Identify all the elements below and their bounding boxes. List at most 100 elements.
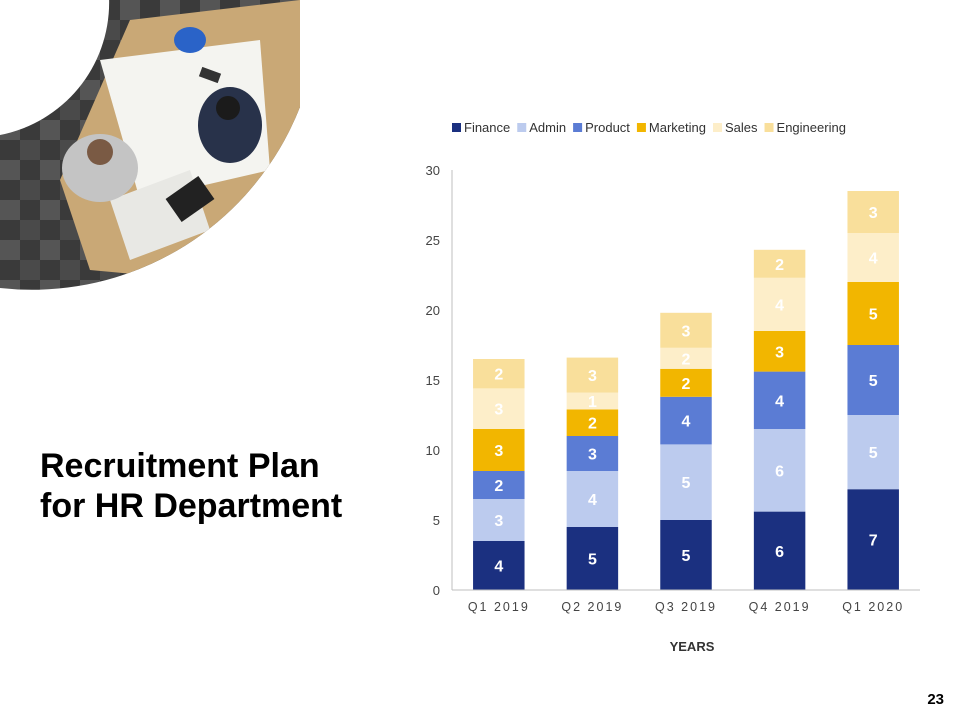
y-tick-label: 25 [426,233,440,248]
x-tick-label: Q1 2020 [842,600,904,614]
page-number: 23 [927,691,944,708]
bar-stack-q2-2019: 5 4 3 2 1 3 [566,357,619,590]
y-tick-label: 5 [433,513,440,528]
slide-title: Recruitment Plan for HR Department [40,446,342,526]
bar-stack-q1-2020: 7 5 5 5 4 3 [847,191,899,590]
bar-segment-sales [753,277,806,331]
legend-label: Admin [529,120,566,135]
slide-title-line-2: for HR Department [40,487,343,525]
x-tick-label: Q4 2019 [749,600,811,614]
data-label-finance: 5 [682,548,691,565]
data-label-finance: 5 [588,552,597,569]
bar-segment-engineering [753,249,806,278]
data-label-admin: 5 [869,445,878,462]
legend-item-sales: Sales [713,120,758,135]
y-axis: 0 5 10 15 20 25 30 [426,163,453,598]
bar-segment-sales [566,392,619,410]
legend-swatch [452,123,461,132]
bar-segment-marketing [566,409,619,436]
data-label-admin: 4 [588,492,597,509]
x-tick-label: Q3 2019 [655,600,717,614]
bar-segment-engineering [660,312,712,348]
bar-segment-marketing [660,368,712,397]
bar-segment-finance [847,489,899,590]
bar-segment-product [753,371,806,429]
slide-title-line-1: Recruitment Plan [40,447,320,485]
bar-stack-q3-2019: 5 5 4 2 2 3 [660,312,712,590]
bar-segment-finance [473,541,525,590]
data-label-finance: 6 [775,544,784,561]
data-label-engineering: 2 [494,367,503,384]
legend-item-engineering: Engineering [764,120,846,135]
data-label-sales: 4 [775,297,784,314]
bar-segment-admin [753,429,806,512]
bar-segment-product [847,345,899,415]
chart-legend: Finance Admin Product Marketing Sales Enginee… [452,120,846,135]
data-label-marketing: 2 [588,416,597,433]
data-label-product: 4 [682,414,691,431]
y-tick-label: 20 [426,303,440,318]
data-label-engineering: 2 [775,257,784,274]
legend-label: Engineering [777,120,846,135]
data-label-finance: 7 [869,533,878,550]
y-tick-label: 30 [426,163,440,178]
bar-segment-product [660,396,712,445]
y-tick-label: 0 [433,583,440,598]
bar-segment-finance [566,527,619,590]
data-label-admin: 3 [494,513,503,530]
bar-segment-finance [753,511,806,590]
data-label-admin: 6 [775,463,784,480]
data-label-marketing: 5 [869,307,878,324]
data-label-sales: 2 [682,351,691,368]
bar-segment-admin [566,471,619,527]
legend-label: Finance [464,120,510,135]
x-tick-label: Q1 2019 [468,600,530,614]
bar-segment-admin [660,444,712,520]
bar-segment-product [566,436,619,471]
legend-label: Product [585,120,630,135]
legend-item-product: Product [573,120,630,135]
y-tick-label: 10 [426,443,440,458]
bar-segment-sales [473,388,525,429]
legend-item-finance: Finance [452,120,510,135]
legend-label: Sales [725,120,758,135]
data-label-product: 3 [588,447,597,464]
bar-segment-marketing [753,331,806,372]
bar-segment-finance [660,520,712,590]
legend-swatch [764,123,774,132]
data-label-sales: 4 [869,251,878,268]
legend-item-admin: Admin [517,120,566,135]
data-label-sales: 3 [494,402,503,419]
bar-segment-product [473,471,525,499]
legend-swatch [713,123,722,132]
bar-segment-admin [473,499,525,541]
data-label-product: 5 [869,373,878,390]
bar-segment-admin [847,415,899,490]
data-label-sales: 1 [588,394,597,411]
bar-stack-q4-2019: 6 6 4 3 4 2 [753,249,806,590]
data-label-engineering: 3 [869,205,878,222]
legend-item-marketing: Marketing [636,120,706,135]
legend-swatch [517,123,527,132]
legend-swatch [573,123,583,132]
bars: 4 3 2 3 3 2 5 4 3 2 1 3 5 5 4 2 2 3 6 6 4 3 4 2 7 5 5 5 4 3 [473,191,899,590]
data-label-finance: 4 [494,559,503,576]
bar-segment-sales [660,347,712,369]
bar-segment-engineering [566,357,619,393]
meeting-photo [0,0,300,290]
x-tick-label: Q2 2019 [561,600,623,614]
data-label-marketing: 3 [775,344,784,361]
data-label-engineering: 3 [588,368,597,385]
data-label-product: 4 [775,393,784,410]
data-label-product: 2 [494,478,503,495]
y-tick-label: 15 [426,373,440,388]
data-label-engineering: 3 [682,323,691,340]
x-axis-title: YEARS [670,639,715,654]
legend-swatch [636,123,646,132]
bar-segment-engineering [473,359,525,389]
bar-stack-q1-2019: 4 3 2 3 3 2 [473,359,525,590]
bar-segment-sales [847,233,899,282]
bar-segment-marketing [847,282,899,345]
data-label-marketing: 2 [682,376,691,393]
